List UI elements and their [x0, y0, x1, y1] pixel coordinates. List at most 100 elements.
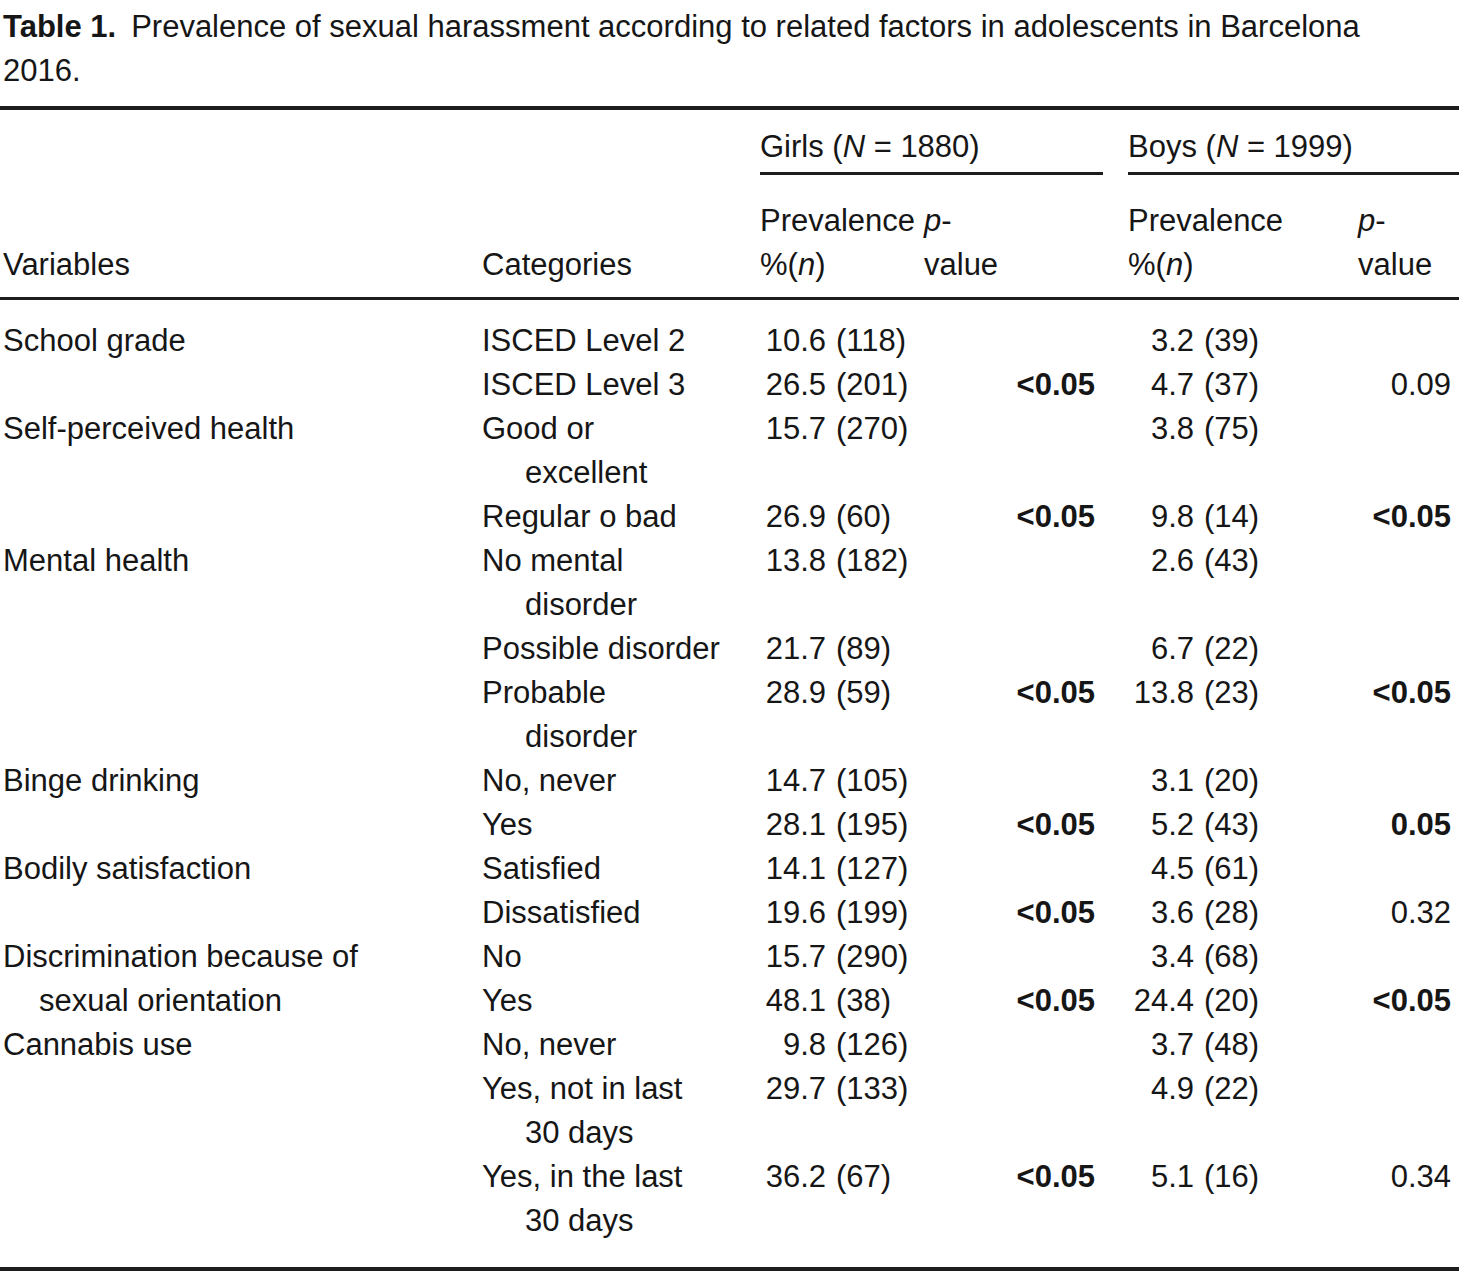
boys-prevalence-cell: 9.8(14) [1128, 495, 1358, 539]
girls-prevalence-cell: 36.2(67) [760, 1155, 924, 1270]
category-cell: Regular o bad [482, 495, 760, 539]
pvalue-header-line2: value [1358, 243, 1459, 287]
category-cell: Yes [482, 979, 760, 1023]
boys-pvalue-cell: 0.34 [1358, 1155, 1459, 1270]
girls-prevalence-cell: 29.7(133) [760, 1067, 924, 1155]
category-cell: ISCED Level 2 [482, 299, 760, 364]
girls-prevalence-cell: 15.7(270) [760, 407, 924, 495]
girls-pvalue-cell: <0.05 [924, 979, 1103, 1023]
girls-prevalence-cell: 10.6(118) [760, 299, 924, 364]
boys-label: Boys ( [1128, 129, 1216, 164]
boys-pvalue-cell [1358, 627, 1459, 671]
column-gap [1103, 174, 1128, 299]
table-row: Cannabis use No, never 9.8(126) 3.7(48) [0, 1023, 1459, 1067]
group-header-row: Girls (N = 1880) Boys (N = 1999) [0, 108, 1459, 174]
category-cell: Yes, not in last30 days [482, 1067, 760, 1155]
group-header-spacer-variables [0, 108, 482, 174]
category-cell: No, never [482, 759, 760, 803]
prevalence-header-line2: %(n) [760, 243, 924, 287]
girls-pvalue-cell [924, 847, 1103, 891]
boys-prevalence-cell: 3.7(48) [1128, 1023, 1358, 1067]
girls-prevalence-cell: 21.7(89) [760, 627, 924, 671]
boys-pvalue-cell [1358, 539, 1459, 627]
column-gap [1103, 935, 1128, 979]
girls-pvalue-cell [924, 407, 1103, 495]
boys-pvalue-cell [1358, 407, 1459, 495]
boys-pvalue-cell: 0.32 [1358, 891, 1459, 935]
table-caption-text: Prevalence of sexual harassment accordin… [131, 9, 1360, 44]
category-cell: Yes, in the last30 days [482, 1155, 760, 1270]
table-row: Discrimination because ofsexual orientat… [0, 935, 1459, 979]
col-header-prevalence-boys: Prevalence %(n) [1128, 174, 1358, 299]
category-cell: Probabledisorder [482, 671, 760, 759]
table-row: Bodily satisfaction Satisfied 14.1(127) … [0, 847, 1459, 891]
girls-prevalence-cell: 26.5(201) [760, 363, 924, 407]
table-title: Table 1.Prevalence of sexual harassment … [0, 0, 1459, 106]
group-header-boys: Boys (N = 1999) [1128, 108, 1459, 174]
column-gap [1103, 847, 1128, 891]
col-header-pvalue-boys: p- value [1358, 174, 1459, 299]
boys-pvalue-cell: 0.05 [1358, 803, 1459, 847]
girls-pvalue-cell: <0.05 [924, 891, 1103, 935]
girls-prevalence-cell: 9.8(126) [760, 1023, 924, 1067]
boys-pvalue-cell: 0.09 [1358, 363, 1459, 407]
boys-prevalence-cell: 3.6(28) [1128, 891, 1358, 935]
girls-pvalue-cell [924, 935, 1103, 979]
column-gap [1103, 407, 1128, 495]
group-header-spacer-categories [482, 108, 760, 174]
column-header-row: Variables Categories Prevalence %(n) p- … [0, 174, 1459, 299]
boys-n-value: = 1999) [1238, 129, 1353, 164]
variable-cell: Bodily satisfaction [0, 847, 482, 935]
category-cell: Satisfied [482, 847, 760, 891]
girls-pvalue-cell: <0.05 [924, 363, 1103, 407]
category-cell: Dissatisfied [482, 891, 760, 935]
column-gap [1103, 627, 1128, 671]
pvalue-header-line1: p- [1358, 199, 1459, 243]
column-gap [1103, 299, 1128, 364]
boys-prevalence-cell: 13.8(23) [1128, 671, 1358, 759]
col-header-pvalue-girls: p- value [924, 174, 1103, 299]
boys-prevalence-cell: 4.7(37) [1128, 363, 1358, 407]
category-cell: Good orexcellent [482, 407, 760, 495]
column-gap [1103, 803, 1128, 847]
girls-n-var: N [843, 129, 865, 164]
girls-pvalue-cell: <0.05 [924, 1155, 1103, 1270]
boys-prevalence-cell: 2.6(43) [1128, 539, 1358, 627]
girls-prevalence-cell: 28.9(59) [760, 671, 924, 759]
category-cell: No, never [482, 1023, 760, 1067]
girls-pvalue-cell: <0.05 [924, 803, 1103, 847]
variable-cell: Binge drinking [0, 759, 482, 847]
n-symbol: n [798, 247, 815, 282]
girls-prevalence-cell: 28.1(195) [760, 803, 924, 847]
p-symbol: p [1358, 203, 1375, 238]
variable-cell: Discrimination because ofsexual orientat… [0, 935, 482, 1023]
girls-pvalue-cell [924, 1067, 1103, 1155]
boys-pvalue-cell [1358, 847, 1459, 891]
girls-prevalence-cell: 15.7(290) [760, 935, 924, 979]
pvalue-header-line1: p- [924, 199, 1103, 243]
n-symbol: n [1166, 247, 1183, 282]
table-row: School grade ISCED Level 2 10.6(118) 3.2… [0, 299, 1459, 364]
paper-page: Table 1.Prevalence of sexual harassment … [0, 0, 1459, 1271]
category-cell: No [482, 935, 760, 979]
boys-prevalence-cell: 4.9(22) [1128, 1067, 1358, 1155]
girls-prevalence-cell: 19.6(199) [760, 891, 924, 935]
girls-pvalue-cell [924, 759, 1103, 803]
boys-pvalue-cell: <0.05 [1358, 495, 1459, 539]
variable-cell: Self-perceived health [0, 407, 482, 539]
girls-n-value: = 1880) [865, 129, 980, 164]
boys-prevalence-cell: 3.1(20) [1128, 759, 1358, 803]
girls-prevalence-cell: 13.8(182) [760, 539, 924, 627]
category-cell: Yes [482, 803, 760, 847]
category-cell: No mentaldisorder [482, 539, 760, 627]
boys-prevalence-cell: 3.4(68) [1128, 935, 1358, 979]
column-gap [1103, 363, 1128, 407]
boys-prevalence-cell: 5.1(16) [1128, 1155, 1358, 1270]
prevalence-header-line2: %(n) [1128, 243, 1358, 287]
girls-pvalue-cell: <0.05 [924, 495, 1103, 539]
group-header-girls: Girls (N = 1880) [760, 108, 1103, 174]
column-gap [1103, 495, 1128, 539]
table-row: Mental health No mentaldisorder 13.8(182… [0, 539, 1459, 627]
boys-n-var: N [1216, 129, 1238, 164]
girls-pvalue-cell [924, 299, 1103, 364]
